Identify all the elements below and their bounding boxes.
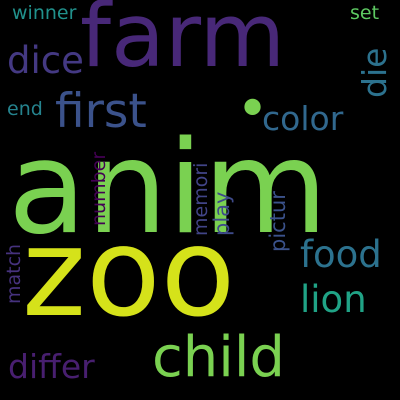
word-memori: memori bbox=[190, 162, 212, 236]
word-play: play bbox=[210, 191, 234, 236]
word-anim: anim bbox=[8, 114, 328, 263]
word-number: number bbox=[88, 151, 110, 226]
word-child: child bbox=[152, 325, 285, 390]
word-lion: lion bbox=[300, 278, 367, 321]
word-food: food bbox=[300, 233, 382, 276]
word-dice: dice bbox=[7, 39, 84, 82]
word-farm: farm bbox=[80, 0, 286, 87]
word-match: match bbox=[3, 243, 25, 304]
word-differ: differ bbox=[8, 347, 95, 386]
word-die: die bbox=[355, 47, 394, 98]
word-pictur: pictur bbox=[266, 191, 290, 252]
word-set: set bbox=[350, 2, 380, 24]
word-zoo: zoo bbox=[22, 202, 236, 344]
word-end: end bbox=[7, 98, 43, 120]
word-color: color bbox=[262, 99, 344, 138]
word-winner: winner bbox=[12, 2, 77, 24]
word-first: first bbox=[55, 84, 147, 139]
word-dot: • bbox=[236, 77, 270, 142]
